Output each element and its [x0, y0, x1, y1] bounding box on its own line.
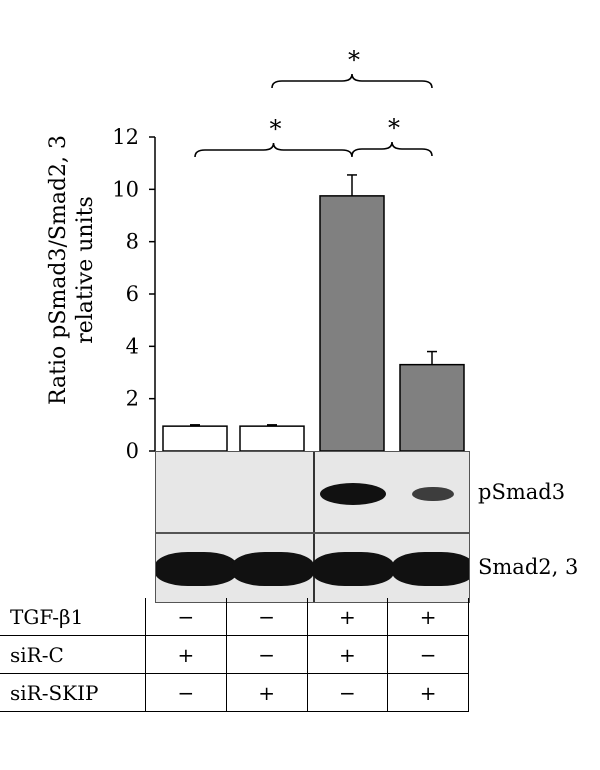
condition-table: TGF-β1 − − + + siR-C + − + − siR-SKIP − …	[0, 598, 469, 712]
blot-divider	[313, 452, 315, 532]
blot-band	[411, 486, 455, 502]
condition-cell: +	[306, 635, 389, 674]
significance-brace	[271, 73, 433, 89]
condition-row: siR-SKIP − + − +	[0, 673, 469, 712]
blot-band	[392, 552, 469, 586]
blot-band	[156, 552, 237, 586]
y-tick-label: 2	[126, 387, 139, 411]
condition-cell: +	[225, 673, 308, 712]
condition-cell: −	[145, 598, 227, 636]
condition-cell: +	[387, 598, 469, 636]
condition-cell: +	[306, 598, 389, 636]
blot-psmad3	[155, 451, 470, 533]
condition-row: siR-C + − + −	[0, 635, 469, 674]
bar	[162, 425, 228, 452]
condition-row: TGF-β1 − − + +	[0, 598, 469, 636]
significance-star: *	[388, 114, 400, 142]
condition-cell: −	[225, 635, 308, 674]
bar-chart: 0 2 4 6 8 10 12 * * *	[112, 46, 465, 460]
condition-cell: −	[387, 635, 469, 674]
significance-brace	[351, 141, 433, 157]
blot-band	[232, 552, 314, 586]
blot-band	[320, 483, 386, 505]
y-tick-label: 12	[112, 125, 139, 149]
significance-star: *	[270, 115, 282, 143]
y-tick-label: 8	[126, 230, 139, 254]
condition-cell: +	[145, 635, 227, 674]
condition-label: TGF-β1	[0, 598, 146, 636]
bar	[239, 425, 305, 452]
y-tick-label: 6	[126, 282, 139, 306]
y-tick-label: 0	[126, 439, 139, 460]
condition-cell: −	[225, 598, 308, 636]
condition-label: siR-SKIP	[0, 673, 146, 712]
condition-label: siR-C	[0, 635, 146, 674]
bar	[399, 363, 465, 452]
condition-cell: +	[387, 673, 469, 712]
blot-band	[312, 552, 394, 586]
blot-label-smad23: Smad2, 3	[478, 555, 579, 579]
significance-brace	[194, 142, 353, 158]
y-tick-label: 4	[126, 334, 139, 358]
significance-star: *	[348, 46, 360, 74]
condition-cell: −	[145, 673, 227, 712]
y-tick-label: 10	[112, 177, 139, 201]
blot-smad23	[155, 533, 470, 603]
condition-cell: −	[306, 673, 389, 712]
blot-label-psmad3: pSmad3	[478, 480, 566, 504]
bar	[319, 195, 385, 452]
